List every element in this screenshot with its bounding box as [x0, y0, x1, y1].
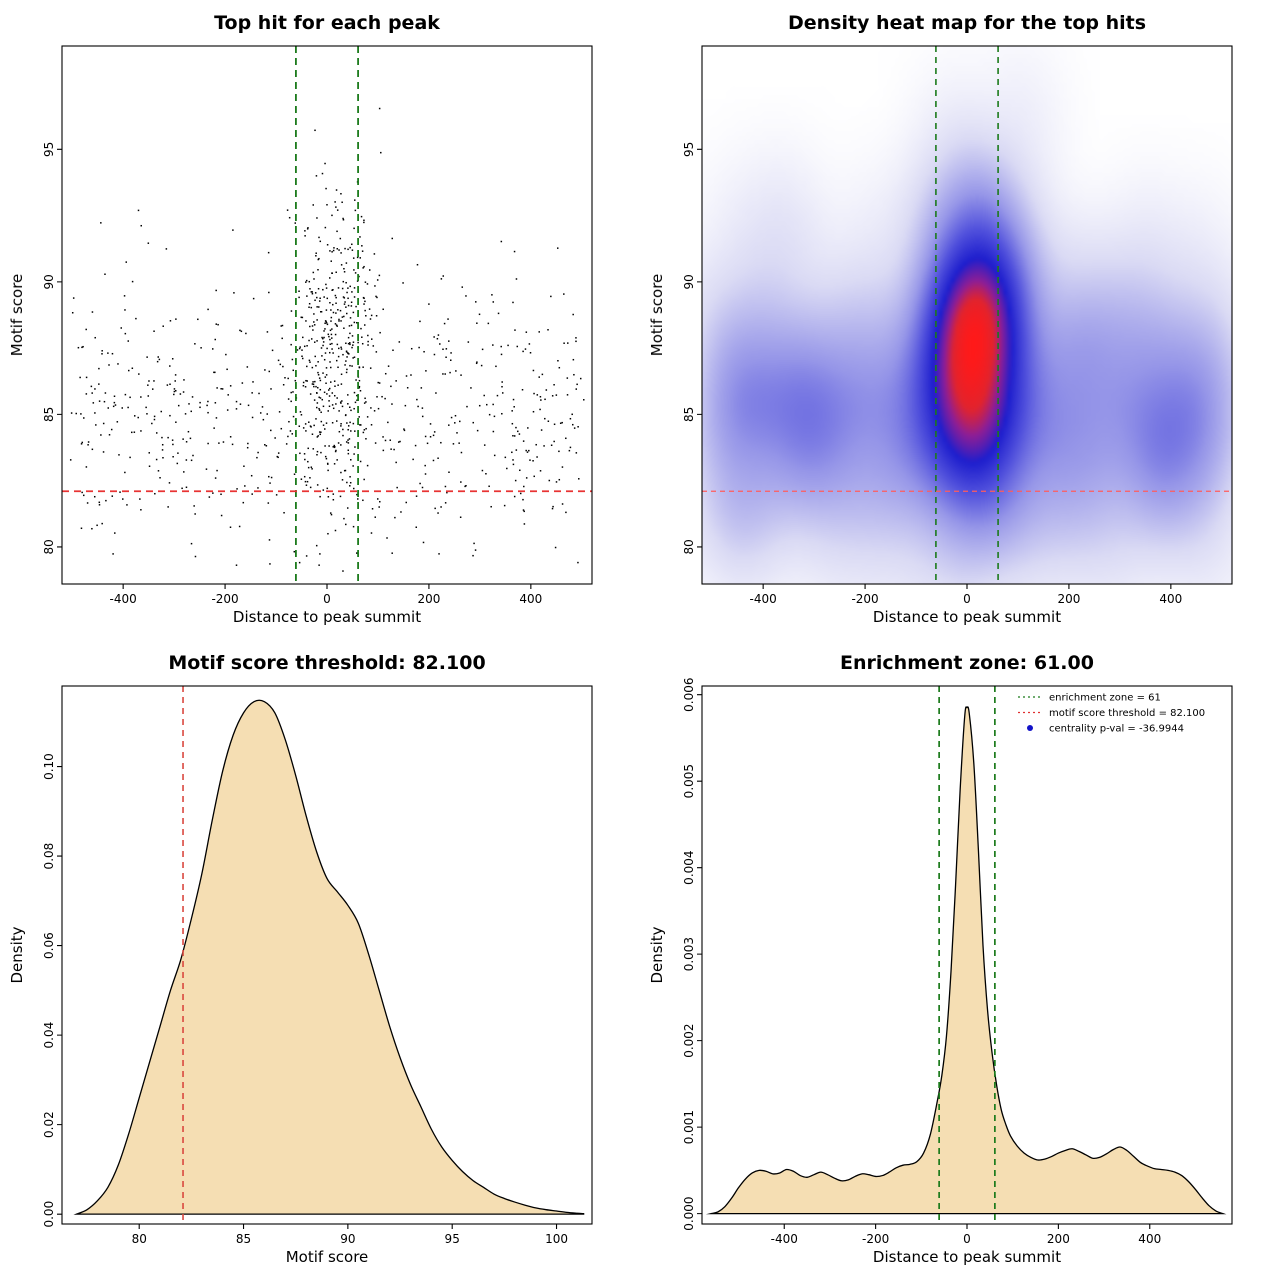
scatter-plot-canvas	[0, 0, 640, 640]
distance-density-title: Enrichment zone: 61.00	[840, 652, 1094, 674]
distance-density-plot-canvas	[640, 640, 1280, 1280]
panel-density-heatmap: Density heat map for the top hits Distan…	[640, 0, 1280, 640]
distance-density-xlabel: Distance to peak summit	[872, 1248, 1062, 1266]
score-density-xlabel: Motif score	[285, 1248, 369, 1266]
heatmap-xlabel: Distance to peak summit	[872, 608, 1062, 626]
scatter-ylabel: Motif score	[8, 273, 26, 357]
score-density-title: Motif score threshold: 82.100	[168, 652, 486, 674]
distance-density-ylabel: Density	[648, 926, 666, 984]
scatter-title: Top hit for each peak	[214, 12, 440, 34]
score-density-plot-canvas	[0, 640, 640, 1280]
heatmap-title: Density heat map for the top hits	[787, 12, 1147, 34]
score-density-ylabel: Density	[8, 926, 26, 984]
panel-top-hits-scatter: Top hit for each peak Distance to peak s…	[0, 0, 640, 640]
scatter-xlabel: Distance to peak summit	[232, 608, 422, 626]
heatmap-ylabel: Motif score	[648, 273, 666, 357]
panel-motif-score-density: Motif score threshold: 82.100 Motif scor…	[0, 640, 640, 1280]
heatmap-plot-canvas	[640, 0, 1280, 640]
panel-enrichment-zone-density: Enrichment zone: 61.00 Distance to peak …	[640, 640, 1280, 1280]
